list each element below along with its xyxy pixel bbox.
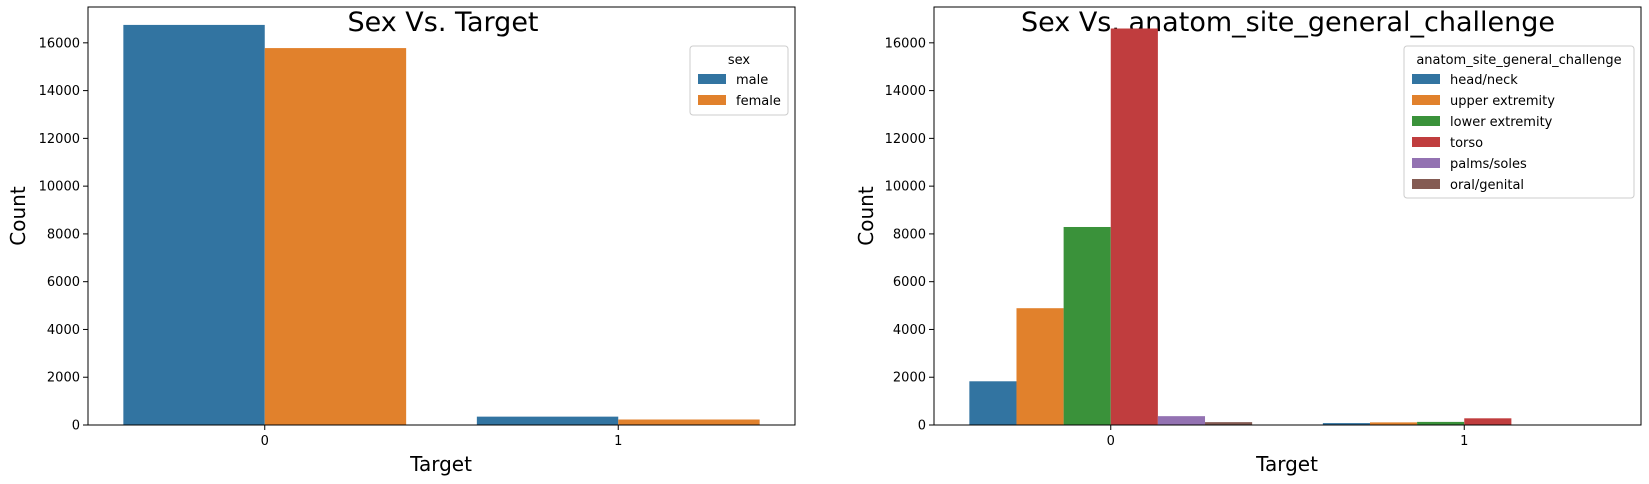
legend-swatch	[698, 74, 726, 84]
y-tick-label: 6000	[47, 275, 80, 290]
bar	[1110, 28, 1158, 426]
y-tick-label: 4000	[893, 323, 926, 338]
bar	[1157, 416, 1206, 425]
legend-swatch	[1412, 179, 1440, 189]
legend: sex male female	[689, 45, 789, 116]
legend-title: anatom_site_general_challenge	[1416, 53, 1621, 68]
x-tick-label: 0	[1107, 434, 1115, 449]
legend-title: sex	[728, 53, 751, 68]
legend-label: head/neck	[1450, 73, 1518, 88]
x-tick-label: 0	[261, 434, 269, 449]
legend-box	[1403, 45, 1635, 199]
bar	[618, 419, 760, 425]
y-tick-label: 8000	[47, 227, 80, 242]
y-tick-label: 12000	[39, 132, 80, 147]
legend-label: female	[736, 94, 781, 109]
legend-label: lower extremity	[1450, 115, 1553, 130]
legend-label: oral/genital	[1450, 178, 1524, 193]
y-tick-label: 14000	[885, 84, 926, 99]
axes-frame	[87, 6, 796, 426]
legend-swatch	[1412, 95, 1440, 105]
y-tick-label: 0	[918, 419, 926, 434]
y-tick-label: 0	[72, 419, 80, 434]
y-tick-label: 12000	[885, 132, 926, 147]
axes-frame	[933, 6, 1642, 426]
bar	[1464, 418, 1512, 425]
bar	[476, 416, 619, 425]
bar	[1417, 421, 1465, 425]
bars	[969, 28, 1606, 426]
x-axis-label: Target	[1255, 452, 1318, 476]
chart-sex-vs-anatom-site: Sex Vs. anatom_site_general_challenge 0 2…	[854, 6, 1642, 476]
y-tick-labels: 0 2000 4000 6000 8000 10000 12000 14000 16000	[39, 36, 88, 434]
legend-entries: male female	[698, 73, 781, 109]
x-axis-label: Target	[409, 452, 472, 476]
bar	[1369, 422, 1418, 425]
y-tick-label: 6000	[893, 275, 926, 290]
legend-swatch	[1412, 74, 1440, 84]
legend-label: upper extremity	[1450, 94, 1555, 109]
y-tick-label: 2000	[47, 371, 80, 386]
y-tick-label: 4000	[47, 323, 80, 338]
bar	[969, 381, 1017, 425]
y-axis-label: Count	[854, 186, 878, 246]
legend-swatch	[1412, 158, 1440, 168]
y-tick-labels: 0 2000 4000 6000 8000 10000 12000 14000 16000	[885, 36, 934, 434]
y-tick-label: 2000	[893, 371, 926, 386]
legend-label: torso	[1450, 136, 1483, 151]
y-tick-label: 16000	[885, 36, 926, 51]
chart-title: Sex Vs. Target	[347, 7, 538, 38]
legend: anatom_site_general_challenge head/neck u…	[1403, 45, 1635, 199]
y-tick-label: 10000	[885, 180, 926, 195]
chart-sex-vs-target: Sex Vs. Target 0 2000 4000 6000 8000 10000 120…	[6, 6, 796, 476]
legend-label: male	[736, 73, 768, 88]
legend-swatch	[698, 95, 726, 105]
legend-label: palms/soles	[1450, 157, 1527, 172]
chart-title: Sex Vs. anatom_site_general_challenge	[1021, 7, 1555, 38]
bar	[123, 24, 265, 426]
legend-swatch	[1412, 116, 1440, 126]
bar	[1016, 308, 1064, 425]
bar	[264, 48, 407, 425]
x-tick-label: 1	[1460, 434, 1468, 449]
y-axis-label: Count	[6, 186, 30, 246]
bar	[1063, 226, 1111, 425]
bars	[123, 24, 760, 426]
x-tick-label: 1	[614, 434, 622, 449]
y-tick-label: 10000	[39, 180, 80, 195]
y-tick-label: 8000	[893, 227, 926, 242]
legend-swatch	[1412, 137, 1440, 147]
bar	[1322, 423, 1370, 425]
legend-entries: head/neck upper extremity lower extremity t…	[1412, 73, 1555, 193]
y-tick-label: 16000	[39, 36, 80, 51]
bar	[1205, 422, 1253, 425]
y-tick-label: 14000	[39, 84, 80, 99]
